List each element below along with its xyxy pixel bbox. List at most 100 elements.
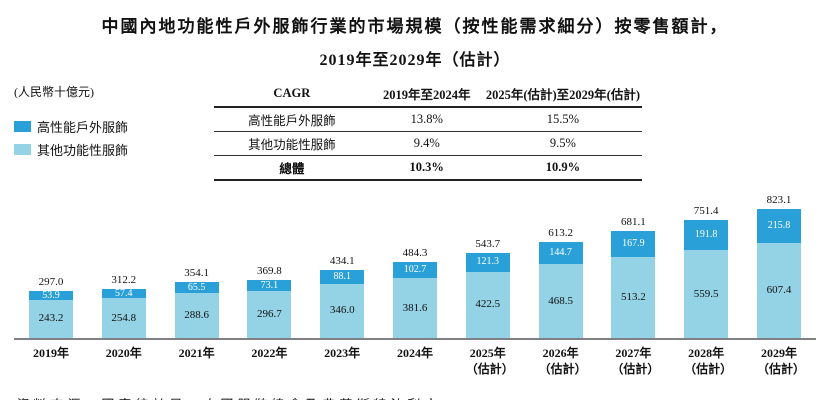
bar-total-label: 297.0 bbox=[38, 276, 64, 289]
chart-title-line1: 中國內地功能性戶外服飾行業的市場規模（按性能需求細分）按零售額計， bbox=[101, 17, 729, 36]
bar-total-label: 681.1 bbox=[621, 216, 646, 229]
cagr-row-value: 9.4% bbox=[369, 131, 484, 156]
bar-total-label: 434.1 bbox=[329, 254, 355, 267]
legend-item: 高性能戶外服飾 bbox=[14, 117, 214, 136]
bar-segment-other-functional: 422.5 bbox=[465, 271, 510, 338]
cagr-table-body: 高性能戶外服飾 13.8% 15.5% 其他功能性服飾 9.4% 9.5% 總體 10.3% 1… bbox=[214, 107, 642, 181]
bar-segment-high-performance: 65.5 bbox=[174, 282, 219, 293]
bar-group: 369.8 73.1 296.7 bbox=[247, 264, 292, 338]
cagr-header-period1: 2019年至2024年 bbox=[369, 83, 484, 108]
bars-row: 297.0 53.9 243.2 312.2 57.4 254.8 354.1 65.5 288… bbox=[14, 187, 816, 340]
bar-total-label: 751.4 bbox=[693, 205, 719, 218]
bar-group: 297.0 53.9 243.2 bbox=[29, 276, 73, 338]
unit-label: (人民幣十億元) bbox=[14, 85, 94, 99]
bar-segment-high-performance: 167.9 bbox=[611, 231, 656, 258]
cagr-row-value: 15.5% bbox=[483, 107, 642, 132]
bar-segment-high-performance: 191.8 bbox=[684, 220, 729, 251]
bar-segment-other-functional: 513.2 bbox=[611, 257, 656, 338]
x-axis-estimate-note: （估計） bbox=[756, 362, 805, 377]
x-axis-estimate-note: （估計） bbox=[611, 362, 660, 377]
bar-total-label: 312.2 bbox=[111, 274, 137, 286]
cagr-row-value: 13.8% bbox=[369, 107, 484, 132]
bar-group: 312.2 57.4 254.8 bbox=[101, 274, 146, 338]
x-axis-label: 2024年 bbox=[393, 345, 437, 377]
x-axis-labels: 2019年 2020年 2021年 2022年 2023年 2024年 2025年 （估計） 2… bbox=[14, 345, 816, 377]
x-axis-label: 2026年 （估計） bbox=[538, 345, 587, 377]
bar-total-label: 484.3 bbox=[402, 247, 428, 260]
cagr-row-label: 高性能戶外服飾 bbox=[214, 107, 370, 132]
bar-group: 434.1 88.1 346.0 bbox=[320, 254, 365, 338]
x-axis-label: 2023年 bbox=[320, 345, 364, 377]
bar-segment-high-performance: 88.1 bbox=[320, 269, 365, 284]
cagr-row-value: 10.3% bbox=[369, 155, 484, 181]
bar-total-label: 369.8 bbox=[257, 264, 282, 277]
x-axis-year: 2024年 bbox=[396, 346, 433, 360]
cagr-row-value: 10.9% bbox=[483, 155, 642, 181]
x-axis-label: 2025年 （估計） bbox=[465, 345, 514, 377]
x-axis-label: 2029年 （估計） bbox=[756, 345, 805, 377]
x-axis-year: 2023年 bbox=[324, 346, 361, 360]
x-axis-label: 2028年 （估計） bbox=[684, 345, 733, 377]
bar-segment-other-functional: 296.7 bbox=[247, 291, 292, 338]
legend-label: 高性能戶外服飾 bbox=[37, 120, 129, 135]
cagr-header-period2: 2025年(估計)至2029年(估計) bbox=[483, 83, 642, 108]
bar-segment-high-performance: 144.7 bbox=[538, 241, 583, 265]
x-axis-label: 2027年 （估計） bbox=[611, 345, 660, 377]
x-axis-year: 2020年 bbox=[105, 346, 142, 360]
x-axis-year: 2022年 bbox=[251, 346, 288, 360]
bar-segment-other-functional: 607.4 bbox=[756, 242, 801, 338]
cagr-row: 高性能戶外服飾 13.8% 15.5% bbox=[214, 107, 642, 132]
bar-total-label: 823.1 bbox=[766, 193, 792, 206]
bar-segment-other-functional: 243.2 bbox=[29, 299, 73, 338]
bar-segment-high-performance: 121.3 bbox=[465, 252, 510, 272]
cagr-row: 總體 10.3% 10.9% bbox=[214, 155, 642, 181]
bar-segment-other-functional: 346.0 bbox=[320, 283, 365, 338]
cagr-row: 其他功能性服飾 9.4% 9.5% bbox=[214, 131, 642, 156]
source-note: 資料來源：國家統計局、中國服裝協會及弗若斯特沙利文 bbox=[14, 394, 830, 400]
chart-title: 中國內地功能性戶外服飾行業的市場規模（按性能需求細分）按零售額計， 2019年至… bbox=[0, 0, 830, 70]
x-axis-label: 2022年 bbox=[247, 345, 291, 377]
cagr-row-label: 其他功能性服飾 bbox=[214, 131, 370, 156]
bar-total-label: 613.2 bbox=[548, 226, 573, 239]
legend: 高性能戶外服飾 其他功能性服飾 bbox=[14, 117, 214, 159]
bar-segment-high-performance: 215.8 bbox=[756, 208, 801, 243]
stacked-bar-chart: 297.0 53.9 243.2 312.2 57.4 254.8 354.1 65.5 288… bbox=[0, 187, 830, 377]
bar-segment-high-performance: 57.4 bbox=[101, 288, 146, 298]
legend-swatch-icon bbox=[14, 121, 31, 132]
cagr-table: CAGR 2019年至2024年 2025年(估計)至2029年(估計) 高性能… bbox=[214, 83, 642, 181]
bar-group: 681.1 167.9 513.2 bbox=[611, 216, 656, 338]
x-axis-year: 2026年 bbox=[542, 346, 579, 360]
bar-segment-other-functional: 468.5 bbox=[538, 264, 583, 338]
bar-group: 613.2 144.7 468.5 bbox=[538, 226, 583, 338]
x-axis-year: 2019年 bbox=[32, 346, 69, 360]
x-axis-estimate-note: （估計） bbox=[684, 362, 733, 377]
x-axis-year: 2025年 bbox=[469, 346, 506, 360]
x-axis-year: 2029年 bbox=[760, 346, 797, 360]
x-axis-estimate-note: （估計） bbox=[465, 362, 514, 377]
bar-segment-other-functional: 381.6 bbox=[392, 278, 437, 338]
legend-item: 其他功能性服飾 bbox=[14, 140, 214, 159]
bar-segment-other-functional: 254.8 bbox=[101, 298, 146, 338]
x-axis-label: 2019年 bbox=[29, 345, 73, 377]
legend-column: (人民幣十億元) 高性能戶外服飾 其他功能性服飾 bbox=[14, 83, 214, 163]
cagr-row-value: 9.5% bbox=[483, 131, 642, 156]
bar-segment-high-performance: 53.9 bbox=[29, 290, 73, 300]
bar-group: 484.3 102.7 381.6 bbox=[392, 247, 437, 338]
x-axis-year: 2027年 bbox=[615, 346, 652, 360]
cagr-row-label: 總體 bbox=[214, 155, 370, 181]
x-axis-year: 2021年 bbox=[178, 346, 215, 360]
x-axis-label: 2021年 bbox=[175, 345, 219, 377]
bar-segment-other-functional: 559.5 bbox=[684, 250, 729, 338]
bar-segment-high-performance: 73.1 bbox=[247, 279, 292, 292]
bar-total-label: 354.1 bbox=[184, 267, 209, 280]
x-axis-year: 2028年 bbox=[688, 346, 725, 360]
bar-group: 751.4 191.8 559.5 bbox=[684, 205, 729, 338]
legend-label: 其他功能性服飾 bbox=[37, 143, 129, 158]
legend-swatch-icon bbox=[14, 144, 31, 155]
chart-title-line2: 2019年至2029年（估計） bbox=[319, 52, 511, 69]
bar-segment-other-functional: 288.6 bbox=[174, 292, 219, 338]
cagr-header-label: CAGR bbox=[214, 83, 370, 108]
bar-group: 543.7 121.3 422.5 bbox=[465, 238, 510, 338]
x-axis-estimate-note: （估計） bbox=[538, 362, 587, 377]
bar-group: 823.1 215.8 607.4 bbox=[756, 193, 801, 338]
